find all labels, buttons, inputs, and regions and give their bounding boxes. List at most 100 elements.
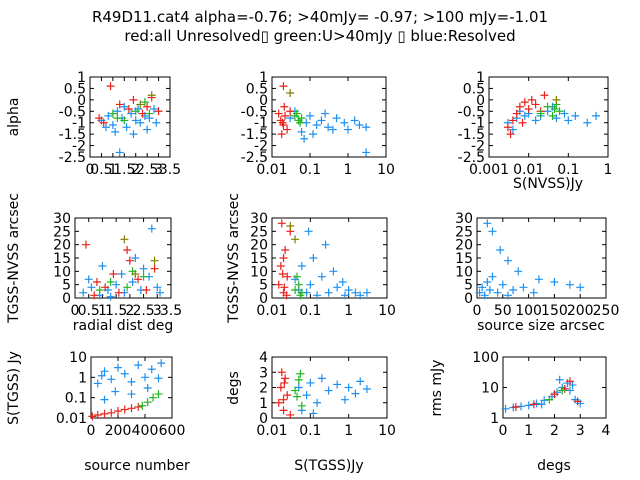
data-point-blue: [131, 116, 140, 125]
data-point-red: [101, 283, 110, 292]
data-point-blue: [317, 374, 326, 383]
data-point-blue: [141, 373, 149, 382]
y-tick-label: -0.5: [59, 104, 86, 120]
data-point-blue: [143, 125, 152, 134]
data-point-blue: [519, 283, 528, 292]
data-point-red: [127, 404, 136, 413]
y-tick-label: 20: [455, 238, 473, 254]
x-tick-label: 1: [108, 162, 117, 178]
data-point-blue: [120, 102, 129, 111]
data-point-green: [95, 286, 104, 294]
data-point-green: [297, 401, 306, 410]
figure-title-line1: R49D11.cat4 alpha=-0.76; >40mJy= -0.97; …: [91, 8, 549, 26]
data-point-green: [292, 109, 301, 118]
y-tick-label: 0: [259, 291, 268, 307]
data-point-green: [120, 116, 129, 125]
y-tick-label: 0: [77, 93, 86, 109]
data-point-red: [93, 411, 102, 420]
data-point-blue: [309, 130, 318, 139]
data-point-blue: [485, 286, 494, 294]
plot-frame: [74, 217, 172, 299]
data-point-red: [281, 111, 290, 120]
y-tick-label: 1: [259, 396, 268, 412]
data-point-red: [518, 118, 527, 127]
x-tick-label: 1: [98, 303, 107, 319]
data-point-blue: [338, 278, 347, 286]
data-point-green: [291, 386, 300, 395]
x-tick-label: 1: [344, 303, 353, 319]
data-point-olive: [291, 235, 300, 244]
data-point-blue: [122, 123, 131, 132]
data-point-green: [297, 114, 306, 123]
data-point-blue: [583, 118, 592, 127]
data-point-red: [278, 118, 287, 127]
y-tick-label: 1: [77, 70, 86, 86]
data-point-red: [524, 105, 533, 113]
data-point-green: [545, 395, 554, 404]
data-point-red: [129, 95, 138, 104]
data-point-red: [81, 240, 90, 249]
data-point-red: [511, 402, 520, 411]
data-point-green: [293, 392, 302, 401]
data-point-blue: [309, 409, 318, 418]
data-point-blue: [321, 109, 330, 118]
plot-frame: [90, 356, 173, 419]
data-point-green: [296, 369, 305, 378]
data-point-olive: [286, 89, 295, 97]
data-point-blue: [498, 280, 507, 289]
data-point-blue: [286, 114, 295, 123]
data-point-red: [281, 374, 290, 383]
data-point-red: [573, 397, 582, 406]
y-tick-label: 15: [455, 251, 473, 267]
data-point-red: [506, 130, 515, 139]
y-tick-label: -2: [471, 139, 485, 155]
data-point-red: [520, 98, 529, 107]
data-point-blue: [344, 286, 353, 294]
data-point-green: [536, 109, 545, 118]
y-tick-label: 0.5: [463, 81, 485, 97]
data-point-olive: [552, 95, 561, 104]
data-point-red: [123, 246, 132, 254]
data-point-blue: [488, 227, 497, 236]
data-point-blue: [134, 361, 143, 370]
data-point-red: [282, 291, 291, 300]
x-tick-label: 0.01: [513, 162, 544, 178]
y-tick-label: 0.5: [246, 81, 268, 97]
y-tick-label: 20: [250, 238, 268, 254]
x-tick-label: 0.001: [469, 162, 509, 178]
data-point-red: [283, 272, 292, 281]
data-point-blue: [157, 359, 166, 368]
data-point-blue: [143, 383, 152, 392]
data-point-green: [131, 107, 140, 116]
data-point-red: [95, 114, 104, 123]
data-point-blue: [108, 121, 117, 129]
x-axis-label: S(NVSS)Jy: [513, 176, 583, 192]
data-point-red: [134, 275, 143, 284]
data-point-green: [138, 401, 147, 410]
y-tick-label: 10: [69, 350, 87, 366]
data-point-green: [143, 398, 152, 407]
data-point-blue: [156, 288, 165, 297]
y-tick-label: -2.5: [458, 150, 485, 166]
data-point-red: [276, 383, 285, 392]
data-point-blue: [524, 401, 533, 410]
data-point-red: [280, 102, 289, 111]
y-tick-label: 100: [472, 350, 499, 366]
data-point-blue: [300, 134, 309, 143]
y-tick-label: -1: [254, 116, 268, 132]
data-point-green: [139, 272, 148, 281]
x-tick-label: 3.5: [159, 162, 181, 178]
data-point-red: [279, 82, 288, 91]
data-point-blue: [475, 288, 484, 297]
data-point-green: [106, 278, 115, 286]
data-point-green: [543, 102, 552, 111]
data-point-blue: [147, 365, 156, 374]
x-tick-label: 3.5: [160, 303, 182, 319]
data-point-blue: [304, 227, 313, 236]
data-point-green: [296, 118, 305, 127]
x-axis-label: source size arcsec: [477, 318, 605, 334]
y-tick-label: 1: [78, 370, 87, 386]
